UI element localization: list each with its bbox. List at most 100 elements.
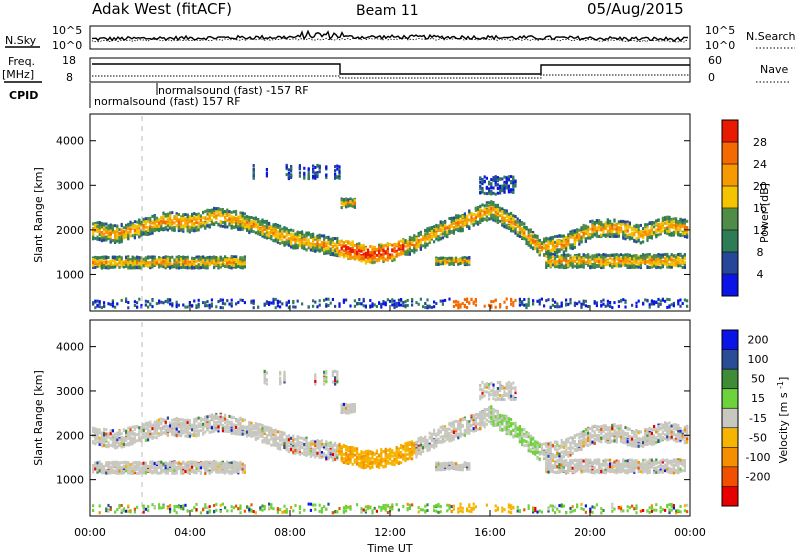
scatter-cell — [155, 261, 158, 265]
scatter-cell — [127, 234, 130, 237]
scatter-cell — [624, 253, 627, 257]
scatter-cell — [166, 298, 169, 302]
scatter-cell — [628, 260, 631, 264]
scatter-cell — [219, 258, 222, 262]
scatter-cell — [457, 259, 460, 263]
scatter-cell — [303, 244, 306, 248]
scatter-cell — [213, 206, 216, 210]
scatter-cell — [635, 240, 638, 244]
scatter-cell — [455, 223, 458, 227]
scatter-cell — [268, 224, 271, 228]
scatter-cell — [474, 220, 477, 224]
scatter-cell — [100, 255, 103, 259]
scatter-cell — [624, 226, 627, 229]
scatter-cell — [578, 228, 581, 232]
scatter-cell — [237, 262, 240, 266]
scatter-cell — [160, 260, 163, 264]
scatter-cell — [197, 302, 200, 306]
scatter-cell — [92, 230, 95, 234]
scatter-cell — [162, 256, 165, 260]
scatter-cell — [100, 225, 103, 229]
scatter-cell — [560, 256, 563, 260]
scatter-cell — [252, 216, 255, 220]
scatter-cell — [624, 260, 627, 264]
scatter-cell — [224, 265, 227, 268]
scatter-cell — [593, 233, 596, 237]
scatter-cell — [631, 228, 634, 232]
scatter-cell — [153, 259, 156, 263]
scatter-cell — [580, 240, 583, 244]
scatter-cell — [653, 264, 656, 268]
scatter-cell — [351, 256, 354, 260]
scatter-cell — [441, 220, 444, 224]
scatter-cell — [188, 225, 191, 229]
scatter-cell — [404, 244, 407, 248]
scatter-cell — [661, 226, 664, 230]
scatter-cell — [182, 303, 185, 307]
scatter-cell — [147, 264, 150, 268]
scatter-cell — [657, 233, 660, 237]
scatter-cell — [142, 224, 145, 227]
scatter-cell — [452, 221, 455, 225]
scatter-cell — [199, 259, 202, 263]
scatter-cell — [254, 217, 257, 221]
scatter-cell — [529, 245, 532, 249]
scatter-cell — [582, 259, 585, 263]
scatter-cell — [510, 217, 513, 221]
scatter-cell — [428, 232, 431, 236]
scatter-cell — [644, 260, 647, 264]
scatter-cell — [569, 235, 572, 239]
scatter-cell — [369, 304, 372, 308]
scatter-cell — [639, 234, 642, 238]
scatter-cell — [485, 192, 488, 196]
scatter-cell — [98, 300, 101, 304]
scatter-cell — [92, 232, 95, 236]
scatter-cell — [505, 209, 508, 213]
scatter-cell — [136, 228, 139, 232]
scatter-cell — [587, 225, 590, 229]
noise-left-tick-bottom: 10^0 — [52, 39, 82, 52]
scatter-cell — [147, 305, 150, 309]
scatter-cell — [496, 209, 499, 213]
scatter-cell — [505, 211, 508, 215]
scatter-cell — [345, 197, 348, 201]
scatter-cell — [587, 232, 590, 236]
scatter-cell — [578, 258, 581, 262]
scatter-cell — [593, 264, 596, 268]
scatter-cell — [492, 201, 495, 205]
scatter-cell — [131, 263, 134, 267]
scatter-cell — [648, 266, 651, 269]
scatter-cell — [287, 171, 290, 175]
scatter-cell — [180, 216, 183, 220]
scatter-cell — [111, 301, 114, 305]
scatter-cell — [276, 224, 279, 228]
scatter-cell — [186, 220, 189, 224]
scatter-cell — [386, 298, 389, 302]
scatter-cell — [408, 244, 411, 248]
scatter-cell — [573, 240, 576, 244]
scatter-cell — [169, 219, 172, 223]
scatter-cell — [224, 302, 227, 306]
scatter-cell — [360, 249, 363, 253]
scatter-cell — [470, 216, 473, 220]
scatter-cell — [349, 247, 352, 251]
scatter-cell — [360, 257, 363, 261]
scatter-cell — [527, 300, 530, 304]
scatter-cell — [342, 198, 345, 201]
scatter-cell — [118, 258, 121, 261]
scatter-cell — [327, 249, 330, 253]
scatter-cell — [578, 300, 581, 304]
scatter-cell — [235, 217, 238, 221]
scatter-cell — [230, 218, 233, 222]
scatter-cell — [404, 250, 407, 254]
scatter-cell — [164, 213, 167, 217]
scatter-cell — [175, 305, 178, 309]
scatter-cell — [666, 227, 669, 231]
scatter-cell — [494, 178, 497, 182]
scatter-cell — [527, 228, 530, 232]
scatter-cell — [648, 232, 651, 236]
scatter-cell — [140, 229, 143, 233]
scatter-cell — [177, 226, 180, 230]
scatter-cell — [620, 259, 623, 263]
scatter-cell — [435, 237, 438, 241]
